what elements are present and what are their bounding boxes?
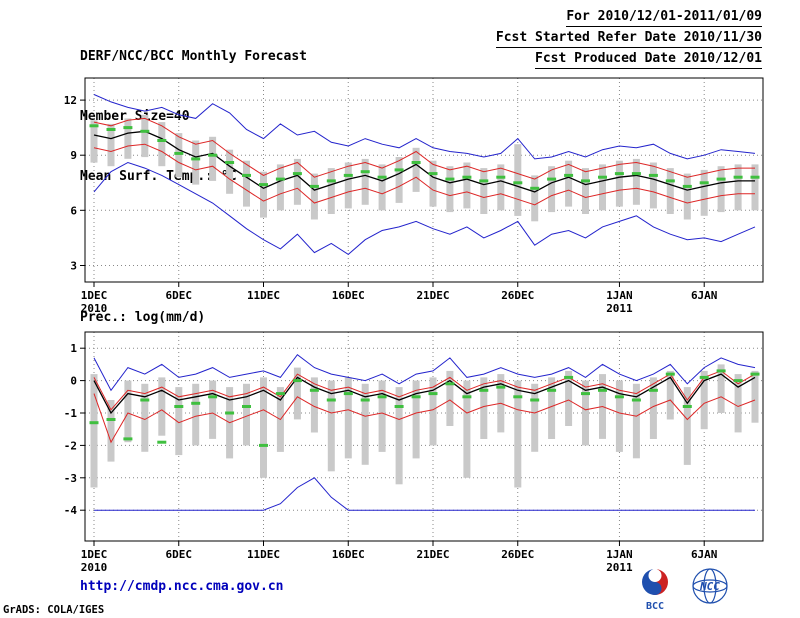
bcc-logo-blue-swirl	[642, 569, 662, 595]
svg-text:16DEC: 16DEC	[332, 548, 365, 561]
svg-text:6DEC: 6DEC	[166, 548, 193, 561]
svg-text:2011: 2011	[606, 561, 633, 574]
svg-text:1JAN: 1JAN	[606, 289, 633, 302]
svg-text:-4: -4	[64, 504, 78, 517]
observation-markers	[89, 369, 760, 447]
ensemble-mean-line	[93, 373, 756, 415]
plot-title: DERF/NCC/BCC Monthly Forecast	[80, 49, 307, 64]
svg-text:12: 12	[64, 94, 77, 107]
svg-text:26DEC: 26DEC	[501, 548, 534, 561]
svg-text:1: 1	[70, 342, 77, 355]
ensemble-mean-line	[93, 130, 755, 193]
produced-date-label: Fcst Produced Date 2010/12/01	[535, 49, 762, 69]
observation-markers	[89, 124, 760, 190]
bcc-logo-label: BCC	[646, 601, 664, 612]
gridlines	[85, 78, 763, 282]
grads-credit-label: GrADS: COLA/IGES	[3, 604, 105, 616]
svg-text:2010: 2010	[81, 302, 108, 315]
ensemble-min-line	[94, 477, 755, 511]
svg-text:6JAN: 6JAN	[691, 289, 718, 302]
svg-text:3: 3	[70, 260, 77, 273]
prec-variable-label: Prec.: log(mm/d)	[80, 310, 206, 325]
cmdp-url-link[interactable]: http://cmdp.ncc.cma.gov.cn	[80, 579, 284, 594]
ensemble-spread-bars	[90, 364, 759, 488]
ncc-logo-latitude-line	[692, 579, 728, 593]
svg-text:11DEC: 11DEC	[247, 548, 280, 561]
svg-text:9: 9	[70, 149, 77, 162]
svg-text:6: 6	[70, 204, 77, 217]
mean-plus-std-line	[93, 370, 756, 411]
ncc-logo-longitude-line	[703, 568, 717, 604]
plot-frame	[84, 77, 764, 283]
svg-text:2011: 2011	[606, 302, 633, 315]
header-right: For 2010/12/01-2011/01/09 Fcst Started R…	[495, 7, 762, 70]
svg-text:-1: -1	[64, 407, 78, 420]
svg-text:1DEC: 1DEC	[81, 289, 108, 302]
svg-text:11DEC: 11DEC	[247, 289, 280, 302]
ensemble-max-line	[93, 94, 756, 160]
plot-frame	[84, 331, 764, 542]
mean-minus-std-line	[93, 393, 756, 444]
ensemble-max-line	[93, 353, 756, 392]
svg-text:6JAN: 6JAN	[691, 548, 718, 561]
mean-plus-std-line	[93, 117, 755, 180]
refer-date-label: Fcst Started Refer Date 2010/11/30	[495, 28, 762, 48]
ensemble-min-line	[93, 161, 756, 256]
ncc-logo: NCC	[692, 568, 728, 604]
agency-logos: BCC NCC	[642, 568, 728, 612]
svg-text:2010: 2010	[81, 561, 108, 574]
bcc-logo: BCC	[642, 569, 668, 612]
svg-text:6DEC: 6DEC	[166, 289, 193, 302]
svg-text:26DEC: 26DEC	[501, 289, 534, 302]
ensemble-spread-bars	[90, 114, 759, 222]
forecast-range-label: For 2010/12/01-2011/01/09	[566, 7, 762, 27]
svg-text:21DEC: 21DEC	[416, 289, 449, 302]
mean-minus-std-line	[93, 143, 755, 206]
svg-text:1DEC: 1DEC	[81, 548, 108, 561]
svg-text:1JAN: 1JAN	[606, 548, 633, 561]
svg-text:0: 0	[70, 375, 77, 388]
svg-text:16DEC: 16DEC	[332, 289, 365, 302]
svg-text:-3: -3	[64, 472, 77, 485]
svg-text:21DEC: 21DEC	[416, 548, 449, 561]
ncc-logo-label: NCC	[699, 580, 720, 593]
svg-text:-2: -2	[64, 439, 77, 452]
gridlines	[85, 332, 763, 541]
